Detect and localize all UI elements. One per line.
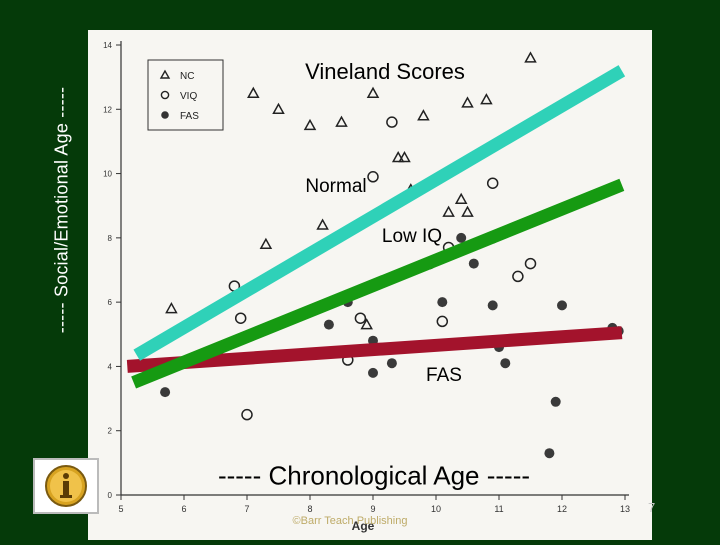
fas-point bbox=[386, 358, 397, 369]
nc-point bbox=[259, 237, 273, 250]
viq-point bbox=[524, 257, 537, 270]
fas-point bbox=[500, 358, 511, 369]
low-iq-trend-line bbox=[131, 178, 625, 389]
legend-filled-circle-marker bbox=[161, 111, 169, 119]
viq-point bbox=[234, 312, 247, 324]
chart-legend: NC VIQ FAS bbox=[147, 59, 224, 131]
legend-entry-label: NC bbox=[180, 71, 194, 82]
nc-point bbox=[391, 150, 405, 163]
fas-point bbox=[368, 367, 378, 378]
viq-point bbox=[386, 116, 398, 128]
nc-point bbox=[165, 302, 178, 314]
fas-point bbox=[468, 258, 479, 269]
nc-point bbox=[247, 86, 260, 98]
legend-entry-label: VIQ bbox=[180, 91, 197, 102]
fas-point bbox=[487, 300, 498, 311]
fas-trend-line bbox=[126, 326, 623, 373]
fas-line-label: FAS bbox=[426, 365, 462, 386]
x-tick-label: 5 bbox=[118, 504, 123, 514]
legend-open-circle-marker bbox=[160, 90, 170, 100]
viq-point bbox=[241, 408, 253, 421]
x-tick-label: 9 bbox=[370, 504, 375, 514]
legend-entry-label: FAS bbox=[180, 111, 199, 122]
y-tick-label: 12 bbox=[103, 105, 112, 114]
nc-point bbox=[524, 51, 537, 63]
viq-point bbox=[436, 315, 449, 328]
nc-point bbox=[442, 205, 455, 217]
y-tick-label: 8 bbox=[108, 234, 113, 243]
copyright-text: ©Barr Teach Publishing bbox=[292, 515, 408, 527]
fas-point bbox=[550, 396, 561, 407]
nc-point bbox=[480, 93, 493, 105]
chart-title: Vineland Scores bbox=[305, 59, 465, 84]
viq-point bbox=[354, 312, 367, 324]
y-tick-label: 0 bbox=[108, 491, 113, 500]
chart-axes: 5 6 7 8 9 10 11 12 13 0 2 4 6 8 10 12 14 Age bbox=[103, 41, 630, 533]
x-tick-label: 11 bbox=[494, 504, 503, 514]
viq-point bbox=[367, 171, 379, 183]
nc-point bbox=[272, 102, 285, 115]
info-button[interactable] bbox=[33, 458, 99, 514]
nc-point bbox=[316, 218, 329, 230]
normal-trend-line bbox=[133, 65, 626, 361]
trend-lines bbox=[126, 65, 626, 389]
fas-point bbox=[544, 448, 555, 459]
scatter-chart: 5 6 7 8 9 10 11 12 13 0 2 4 6 8 10 12 14 Age NC VIQ FAS bbox=[103, 41, 630, 533]
info-icon bbox=[45, 465, 87, 507]
fas-point bbox=[437, 297, 448, 308]
x-axis-label: Age bbox=[352, 519, 375, 533]
nc-point bbox=[335, 115, 348, 127]
fas-point bbox=[160, 387, 171, 398]
normal-line-label: Normal bbox=[305, 176, 367, 197]
nc-point bbox=[461, 205, 474, 217]
page-number: 7 bbox=[648, 500, 656, 515]
y-tick-label: 10 bbox=[103, 170, 112, 179]
x-tick-label: 13 bbox=[620, 504, 630, 514]
nc-point bbox=[398, 150, 411, 163]
nc-point bbox=[454, 192, 468, 205]
y-tick-label: 2 bbox=[108, 427, 113, 436]
nc-point bbox=[461, 96, 474, 108]
chart-plot-area: 5 6 7 8 9 10 11 12 13 0 2 4 6 8 10 12 14 Age NC VIQ FAS bbox=[88, 30, 652, 540]
x-tick-label: 6 bbox=[181, 504, 186, 514]
viq-point bbox=[486, 177, 499, 189]
nc-point bbox=[303, 118, 317, 131]
y-axis-label: ----- Social/Emotional Age ----- bbox=[51, 86, 72, 334]
x-axis-title: ----- Chronological Age ----- bbox=[217, 460, 531, 491]
low-iq-line-label: Low IQ bbox=[381, 226, 443, 247]
fas-point bbox=[456, 232, 467, 243]
fas-point bbox=[323, 319, 334, 330]
legend-box bbox=[147, 59, 224, 131]
x-tick-label: 7 bbox=[244, 504, 249, 514]
viq-point bbox=[512, 270, 524, 283]
x-tick-label: 8 bbox=[307, 504, 312, 514]
y-tick-label: 14 bbox=[103, 41, 112, 50]
nc-point bbox=[366, 86, 380, 98]
legend-triangle-marker bbox=[159, 69, 171, 79]
x-tick-label: 12 bbox=[557, 504, 567, 514]
y-tick-label: 6 bbox=[108, 298, 113, 307]
y-tick-label: 4 bbox=[108, 362, 113, 371]
x-tick-label: 10 bbox=[431, 504, 441, 514]
fas-point bbox=[557, 300, 567, 311]
nc-point bbox=[360, 318, 373, 330]
nc-point bbox=[417, 109, 430, 121]
chart-points bbox=[160, 51, 624, 459]
